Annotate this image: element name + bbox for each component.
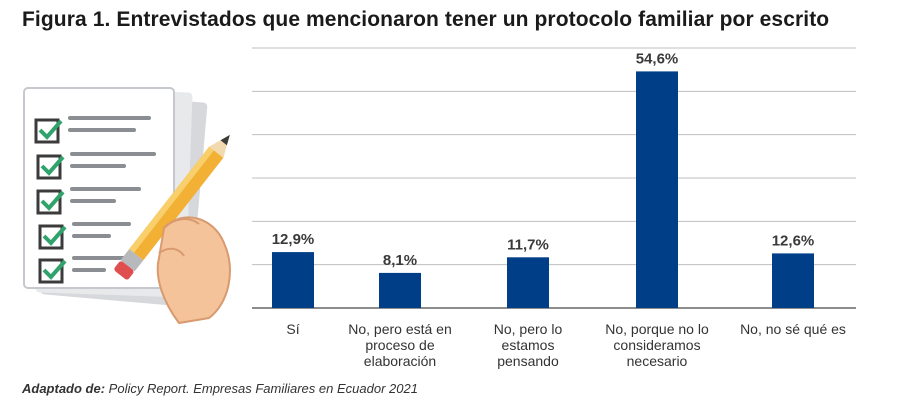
bar <box>379 272 421 308</box>
source-text: Policy Report. Empresas Familiares en Ec… <box>105 381 418 396</box>
category-label: No, pero está en proceso de elaboración <box>348 321 452 369</box>
bar <box>272 252 314 308</box>
category-label: No, porque no lo consideramos necesario <box>605 321 709 369</box>
category-label: Sí <box>286 321 300 337</box>
checklist-illustration-icon <box>23 87 231 325</box>
data-label: 8,1% <box>383 252 417 269</box>
bar <box>772 253 814 308</box>
category-label: No, pero lo estamos pensando <box>493 321 563 369</box>
bar <box>507 257 549 308</box>
bars <box>272 71 814 309</box>
data-label: 12,6% <box>772 232 815 249</box>
chart-title: Figura 1. Entrevistados que mencionaron … <box>22 8 830 31</box>
data-labels: 12,9% 8,1% 11,7% 54,6% 12,6% <box>272 50 815 269</box>
category-label: No, no sé qué es <box>740 321 846 337</box>
gridlines <box>252 47 856 309</box>
source-note: Adaptado de: Policy Report. Empresas Fam… <box>22 381 418 396</box>
data-label: 54,6% <box>636 50 679 67</box>
data-label: 11,7% <box>507 236 549 253</box>
data-label: 12,9% <box>272 231 315 248</box>
bar <box>636 71 678 309</box>
source-label: Adaptado de: <box>22 381 106 396</box>
